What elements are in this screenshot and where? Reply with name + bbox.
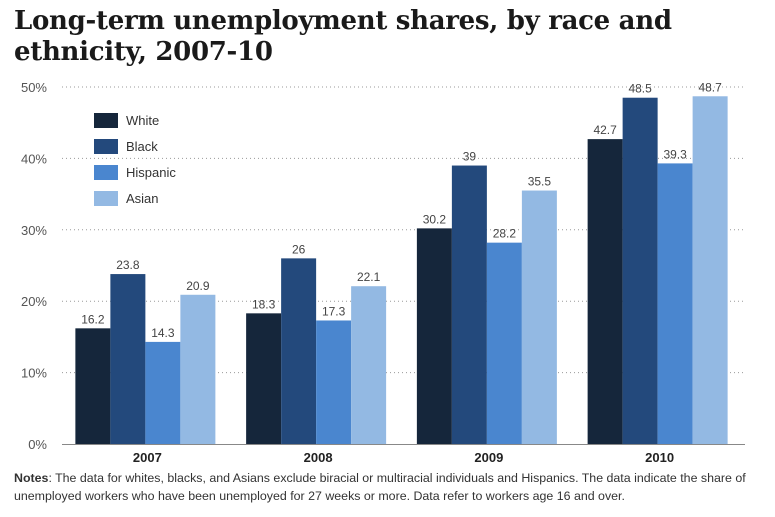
bar-black-2008 bbox=[281, 258, 317, 444]
data-label: 39.3 bbox=[663, 147, 687, 161]
legend-swatch-white bbox=[94, 113, 118, 128]
bar-hispanic-2009 bbox=[486, 242, 522, 444]
x-tick-label: 2009 bbox=[474, 450, 503, 465]
x-axis: 2007 2008 2009 2010 bbox=[62, 444, 745, 465]
chart-title: Long-term unemployment shares, by race a… bbox=[14, 6, 672, 67]
bars bbox=[75, 96, 728, 445]
bar-asian-2010 bbox=[692, 96, 728, 445]
bar-white-2008 bbox=[246, 313, 282, 444]
legend-label-hispanic: Hispanic bbox=[126, 165, 176, 180]
bar-hispanic-2010 bbox=[657, 163, 693, 444]
data-label: 30.2 bbox=[423, 212, 447, 226]
legend-label-white: White bbox=[126, 113, 159, 128]
x-tick-label: 2010 bbox=[645, 450, 674, 465]
y-tick-label: 20% bbox=[21, 294, 47, 309]
bar-black-2007 bbox=[110, 274, 146, 444]
data-label: 48.5 bbox=[628, 82, 652, 96]
data-label: 23.8 bbox=[116, 258, 140, 272]
bar-hispanic-2008 bbox=[316, 320, 352, 444]
data-label: 48.7 bbox=[698, 80, 722, 94]
y-tick-label: 50% bbox=[21, 80, 47, 95]
data-label: 26 bbox=[292, 242, 306, 256]
y-tick-label: 40% bbox=[21, 151, 47, 166]
bar-black-2010 bbox=[622, 97, 658, 445]
data-label: 17.3 bbox=[322, 304, 346, 318]
data-label: 35.5 bbox=[528, 175, 552, 189]
data-label: 18.3 bbox=[252, 297, 276, 311]
notes-label: Notes bbox=[14, 471, 49, 485]
legend-swatch-hispanic bbox=[94, 165, 118, 180]
bar-white-2010 bbox=[587, 139, 623, 444]
data-label: 20.9 bbox=[186, 279, 210, 293]
legend-label-asian: Asian bbox=[126, 191, 159, 206]
y-axis: 0% 10% 20% 30% 40% 50% bbox=[21, 80, 47, 452]
data-label: 16.2 bbox=[81, 312, 105, 326]
data-label: 42.7 bbox=[593, 123, 617, 137]
legend: White Black Hispanic Asian bbox=[94, 113, 176, 206]
notes-text: : The data for whites, blacks, and Asian… bbox=[14, 471, 746, 503]
legend-swatch-asian bbox=[94, 191, 118, 206]
x-tick-label: 2008 bbox=[304, 450, 333, 465]
bar-asian-2008 bbox=[351, 286, 387, 444]
bar-hispanic-2007 bbox=[145, 341, 181, 444]
chart-notes: Notes: The data for whites, blacks, and … bbox=[14, 469, 770, 505]
bar-asian-2009 bbox=[521, 190, 557, 444]
data-labels: 16.2 23.8 14.3 20.9 18.3 26 17.3 22.1 30.2 39 28.2… bbox=[81, 80, 722, 340]
x-tick-label: 2007 bbox=[133, 450, 162, 465]
data-label: 22.1 bbox=[357, 270, 381, 284]
bar-asian-2007 bbox=[180, 294, 216, 444]
data-label: 28.2 bbox=[493, 227, 517, 241]
y-tick-label: 10% bbox=[21, 366, 47, 381]
bar-white-2009 bbox=[416, 228, 452, 444]
data-label: 14.3 bbox=[151, 326, 175, 340]
data-label: 39 bbox=[463, 150, 477, 164]
legend-label-black: Black bbox=[126, 139, 158, 154]
legend-swatch-black bbox=[94, 139, 118, 154]
bar-black-2009 bbox=[451, 165, 487, 445]
y-tick-label: 0% bbox=[28, 437, 47, 452]
bar-white-2007 bbox=[75, 328, 111, 444]
y-tick-label: 30% bbox=[21, 223, 47, 238]
